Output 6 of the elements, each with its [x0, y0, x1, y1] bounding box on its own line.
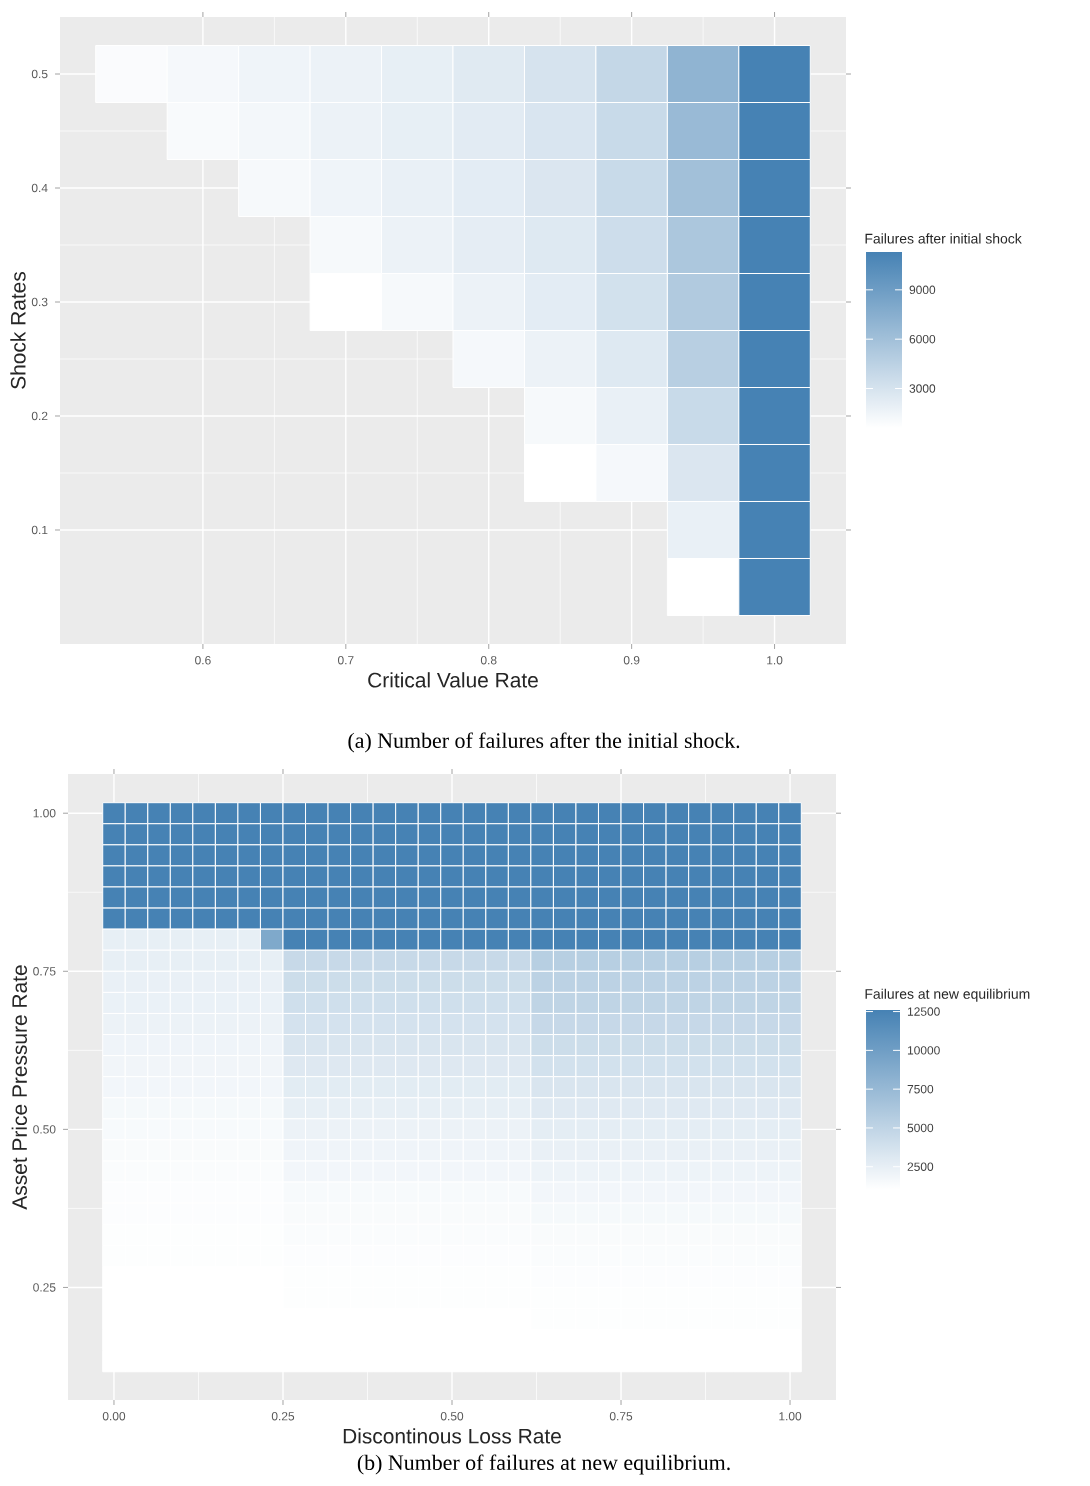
x-axis-title: Critical Value Rate: [368, 672, 538, 688]
y-axis-title: Asset Price Pressure Rate: [11, 965, 28, 1210]
text: (b) Number of failures at new equilibrium.: [357, 1454, 730, 1475]
x-axis-title: Discontinous Loss Rate: [343, 1428, 561, 1444]
y-axis-title: Shock Rates: [10, 272, 26, 389]
text: (a) Number of failures after the initial shock.: [348, 732, 740, 753]
